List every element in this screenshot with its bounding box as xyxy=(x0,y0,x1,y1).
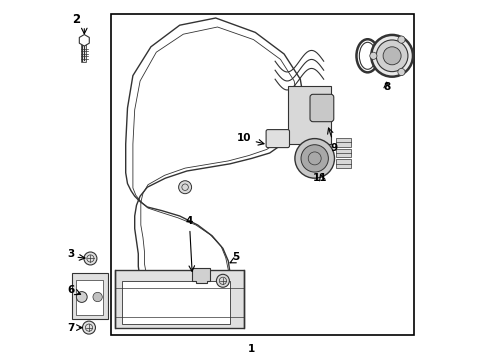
FancyBboxPatch shape xyxy=(76,280,103,315)
FancyBboxPatch shape xyxy=(336,138,350,147)
Text: 3: 3 xyxy=(67,249,75,259)
Text: 6: 6 xyxy=(67,285,75,295)
Circle shape xyxy=(216,274,229,287)
Text: 2: 2 xyxy=(72,13,80,26)
Polygon shape xyxy=(79,35,89,46)
Circle shape xyxy=(375,40,407,72)
Circle shape xyxy=(397,36,404,43)
Circle shape xyxy=(301,145,328,172)
FancyBboxPatch shape xyxy=(265,130,289,148)
Bar xyxy=(111,14,413,335)
Circle shape xyxy=(77,292,86,302)
Circle shape xyxy=(294,139,334,178)
Text: 4: 4 xyxy=(184,216,192,226)
Polygon shape xyxy=(192,268,210,283)
Text: 8: 8 xyxy=(382,82,389,92)
Circle shape xyxy=(82,321,95,334)
Circle shape xyxy=(76,292,87,302)
Text: 1: 1 xyxy=(247,344,255,354)
Text: 7: 7 xyxy=(67,323,75,333)
Circle shape xyxy=(382,47,400,65)
Text: 11: 11 xyxy=(312,173,326,183)
FancyBboxPatch shape xyxy=(122,281,230,324)
FancyBboxPatch shape xyxy=(336,149,350,157)
Text: 9: 9 xyxy=(329,143,337,153)
Circle shape xyxy=(369,52,376,59)
Circle shape xyxy=(370,35,412,77)
Text: 5: 5 xyxy=(231,252,239,262)
Circle shape xyxy=(397,68,404,76)
Circle shape xyxy=(178,181,191,194)
FancyBboxPatch shape xyxy=(287,86,330,144)
FancyBboxPatch shape xyxy=(309,94,333,122)
FancyBboxPatch shape xyxy=(336,159,350,168)
FancyBboxPatch shape xyxy=(115,270,244,328)
Circle shape xyxy=(84,252,97,265)
Text: 10: 10 xyxy=(236,132,250,143)
Circle shape xyxy=(93,292,102,302)
FancyBboxPatch shape xyxy=(72,273,107,319)
